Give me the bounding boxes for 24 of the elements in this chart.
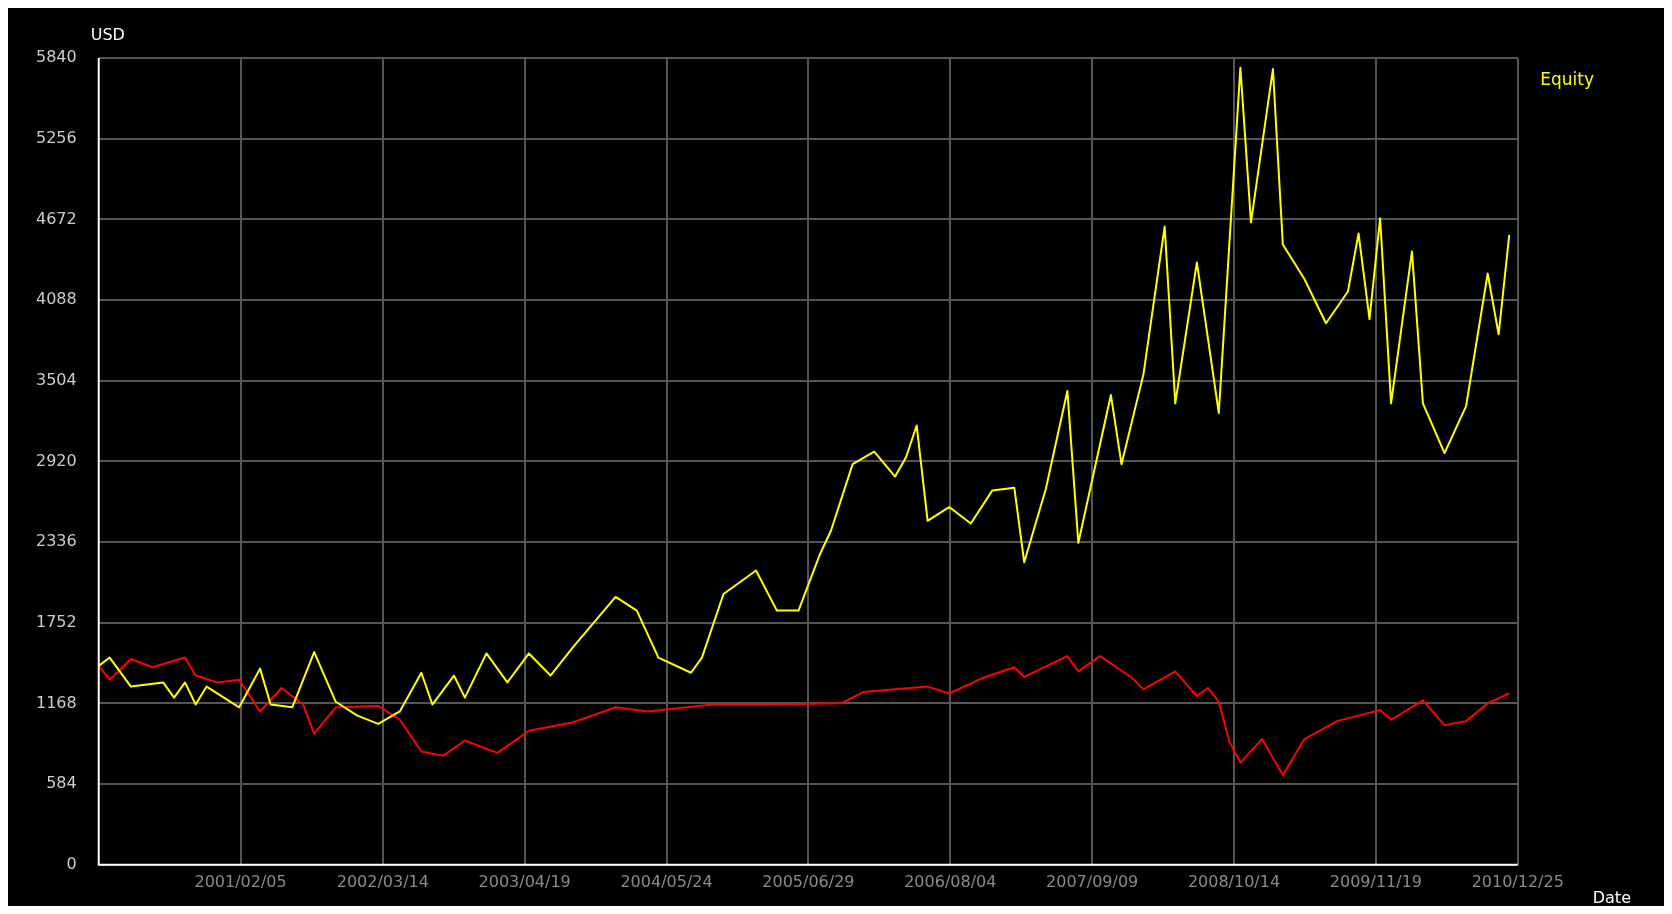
y-tick-label: 4088 bbox=[36, 289, 77, 309]
y-tick-label: 5256 bbox=[36, 127, 77, 147]
y-tick-label: 584 bbox=[46, 773, 77, 793]
y-tick-label: 4672 bbox=[36, 208, 77, 228]
y-axis-title: USD bbox=[90, 25, 125, 45]
x-tick-label: 2008/10/14 bbox=[1187, 871, 1281, 891]
y-tick-label: 5840 bbox=[36, 47, 77, 67]
x-tick-label: 2005/06/29 bbox=[762, 871, 855, 891]
x-tick-label: 2002/03/14 bbox=[336, 871, 429, 891]
y-tick-label: 1752 bbox=[36, 611, 77, 631]
x-tick-label: 2010/12/25 bbox=[1471, 871, 1564, 891]
x-tick-label: 2006/08/04 bbox=[904, 871, 997, 891]
x-tick-label: 2009/11/19 bbox=[1329, 871, 1422, 891]
text: Equity bbox=[1540, 68, 1595, 89]
y-tick-label: 0 bbox=[66, 853, 77, 873]
x-axis-title: Date bbox=[1592, 887, 1631, 907]
x-tick-label: 2003/04/19 bbox=[478, 871, 571, 891]
x-tick-label: 2004/05/24 bbox=[620, 871, 713, 891]
y-tick-label: 2336 bbox=[36, 531, 77, 551]
x-tick-label: 2001/02/05 bbox=[194, 871, 287, 891]
y-tick-label: 2920 bbox=[36, 450, 77, 470]
x-tick-label: 2007/09/09 bbox=[1046, 871, 1139, 891]
y-tick-label: 3504 bbox=[36, 369, 77, 389]
y-tick-label: 1168 bbox=[36, 692, 77, 712]
